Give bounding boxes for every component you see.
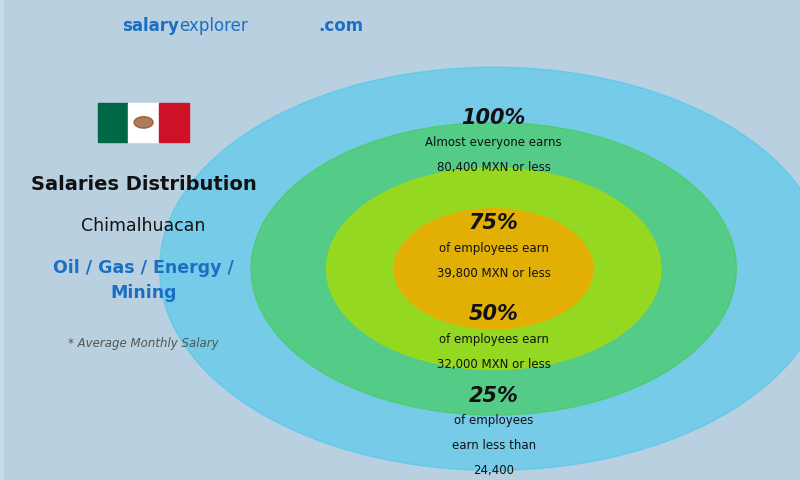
Text: 80,400 MXN or less: 80,400 MXN or less xyxy=(437,161,550,174)
Text: 25%: 25% xyxy=(469,386,518,406)
Text: Oil / Gas / Energy /
Mining: Oil / Gas / Energy / Mining xyxy=(53,259,234,302)
Circle shape xyxy=(134,117,153,128)
Text: 39,800 MXN or less: 39,800 MXN or less xyxy=(437,266,550,280)
Bar xyxy=(159,103,190,142)
Circle shape xyxy=(159,67,800,470)
Text: of employees earn: of employees earn xyxy=(438,333,549,346)
Text: explorer: explorer xyxy=(179,17,248,35)
Text: 24,400: 24,400 xyxy=(473,464,514,478)
Text: 100%: 100% xyxy=(462,108,526,128)
Bar xyxy=(128,103,159,142)
Text: 75%: 75% xyxy=(469,213,518,233)
Text: * Average Monthly Salary: * Average Monthly Salary xyxy=(68,336,219,350)
Text: of employees: of employees xyxy=(454,414,534,428)
Text: 32,000 MXN or less: 32,000 MXN or less xyxy=(437,358,550,371)
Text: .com: .com xyxy=(318,17,364,35)
Circle shape xyxy=(326,168,661,370)
Text: earn less than: earn less than xyxy=(452,439,536,453)
Text: 50%: 50% xyxy=(469,304,518,324)
Circle shape xyxy=(394,209,593,329)
Text: Almost everyone earns: Almost everyone earns xyxy=(426,136,562,149)
Text: salary: salary xyxy=(122,17,179,35)
Text: Salaries Distribution: Salaries Distribution xyxy=(30,175,257,194)
Text: of employees earn: of employees earn xyxy=(438,241,549,255)
Circle shape xyxy=(251,122,736,415)
Bar xyxy=(98,103,128,142)
Text: Chimalhuacan: Chimalhuacan xyxy=(82,216,206,235)
